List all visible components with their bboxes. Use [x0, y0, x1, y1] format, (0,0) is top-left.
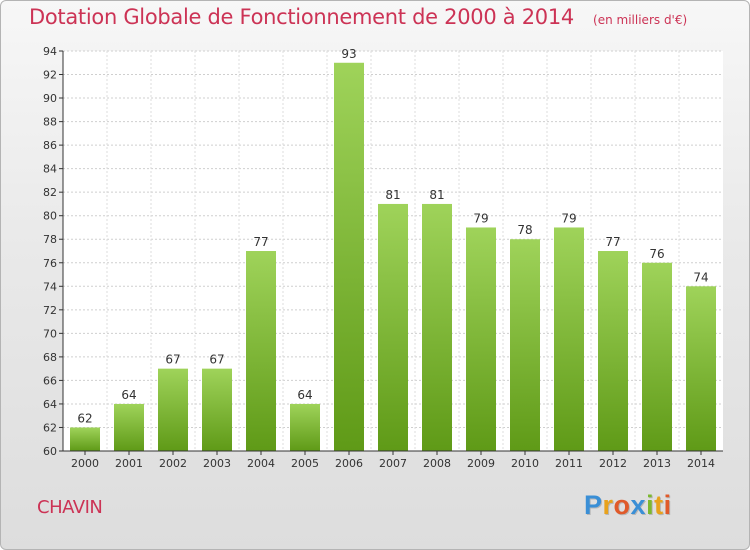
x-tick-label: 2000	[71, 457, 99, 470]
bar-value-label: 64	[297, 388, 312, 402]
bar	[598, 251, 628, 451]
y-tick-label: 68	[43, 351, 57, 364]
commune-name: CHAVIN	[37, 497, 103, 518]
bar-value-label: 76	[649, 247, 664, 261]
bars: 62 64 67 67 77 64 93 81 81 79 78 79 77 76 74	[70, 47, 716, 451]
bar-value-label: 81	[385, 188, 400, 202]
x-tick-label: 2002	[159, 457, 187, 470]
axes: 60 62 64 66 68 70 72 74 76 78 80 82 84 86 88 90 92 94 2000…	[43, 45, 723, 470]
bar-value-label: 74	[693, 270, 708, 284]
brand-logo-letter: t	[654, 490, 664, 520]
x-tick-label: 2014	[687, 457, 715, 470]
y-tick-label: 94	[43, 45, 57, 58]
bar	[510, 239, 540, 451]
bar-value-label: 79	[473, 211, 488, 225]
bar-value-label: 67	[209, 353, 224, 367]
bar	[246, 251, 276, 451]
x-tick-label: 2008	[423, 457, 451, 470]
x-tick-label: 2012	[599, 457, 627, 470]
bar-value-label: 77	[605, 235, 620, 249]
bar	[158, 368, 188, 451]
x-tick-label: 2010	[511, 457, 539, 470]
y-tick-label: 76	[43, 257, 57, 270]
chart-title: Dotation Globale de Fonctionnement de 20…	[29, 5, 574, 29]
x-tick-label: 2013	[643, 457, 671, 470]
bar-value-label: 78	[517, 223, 532, 237]
y-tick-label: 60	[43, 445, 57, 458]
bar	[290, 403, 320, 451]
grid-lines	[63, 50, 723, 451]
brand-logo-letter: o	[613, 490, 631, 520]
y-tick-label: 62	[43, 421, 57, 434]
bar-value-label: 62	[77, 411, 92, 425]
bar	[202, 368, 232, 451]
y-tick-label: 66	[43, 374, 57, 387]
y-tick-label: 78	[43, 233, 57, 246]
x-tick-label: 2004	[247, 457, 275, 470]
bar	[642, 262, 672, 451]
brand-logo-letter: r	[602, 490, 614, 520]
y-tick-label: 70	[43, 327, 57, 340]
y-tick-label: 86	[43, 139, 57, 152]
bar	[686, 286, 716, 451]
bar	[422, 203, 452, 451]
brand-logo-letter: P	[584, 490, 603, 520]
brand-logo: Proxiti	[584, 490, 672, 521]
brand-logo-letter: i	[646, 490, 655, 520]
x-tick-label: 2006	[335, 457, 363, 470]
bar	[466, 227, 496, 451]
bar	[378, 203, 408, 451]
title-row: Dotation Globale de Fonctionnement de 20…	[29, 5, 687, 29]
y-tick-label: 90	[43, 92, 57, 105]
bar-value-label: 77	[253, 235, 268, 249]
y-tick-label: 84	[43, 163, 57, 176]
bar-value-label: 67	[165, 353, 180, 367]
bar	[334, 62, 364, 451]
y-tick-label: 92	[43, 69, 57, 82]
y-tick-label: 64	[43, 398, 57, 411]
x-tick-label: 2007	[379, 457, 407, 470]
bar	[114, 403, 144, 451]
bar-value-label: 81	[429, 188, 444, 202]
bar	[554, 227, 584, 451]
y-tick-label: 80	[43, 210, 57, 223]
x-tick-label: 2009	[467, 457, 495, 470]
bar-value-label: 64	[121, 388, 136, 402]
y-tick-label: 72	[43, 304, 57, 317]
bar	[70, 427, 100, 451]
y-tick-label: 82	[43, 186, 57, 199]
bar-value-label: 79	[561, 211, 576, 225]
x-tick-label: 2001	[115, 457, 143, 470]
y-tick-label: 74	[43, 280, 57, 293]
brand-logo-letter: i	[663, 490, 672, 520]
bar-value-label: 93	[341, 47, 356, 61]
brand-logo-letter: x	[630, 490, 647, 520]
x-tick-label: 2003	[203, 457, 231, 470]
y-tick-label: 88	[43, 116, 57, 129]
chart-subtitle: (en milliers d'€)	[593, 13, 688, 27]
x-tick-label: 2011	[555, 457, 583, 470]
x-tick-label: 2005	[291, 457, 319, 470]
